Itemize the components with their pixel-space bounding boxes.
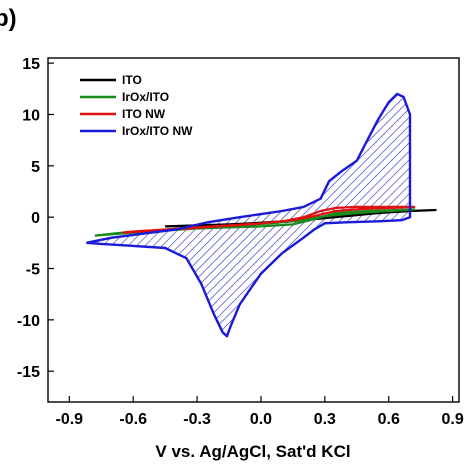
- series-line-irox-ito-nw: [86, 92, 412, 338]
- axis-ticks: -0.9 -0.6 -0.3 0.0 0.3 0.6 0.9 15 10 5 0 -5 -10 -15: [17, 56, 464, 428]
- plot-frame: [47, 57, 460, 403]
- x-tick-label: -0.6: [119, 411, 147, 428]
- y-tick-label: -15: [17, 364, 40, 381]
- x-tick-label: -0.3: [183, 411, 211, 428]
- y-tick-label: 0: [31, 210, 40, 227]
- y-tick-label: -5: [26, 262, 40, 279]
- y-tick-label: 5: [31, 159, 40, 176]
- legend-label-ito: ITO: [122, 73, 142, 87]
- y-tick-label: 15: [22, 56, 40, 73]
- y-tick-label: -10: [17, 313, 40, 330]
- y-tick-label: 10: [22, 107, 40, 124]
- panel-label: b): [0, 5, 17, 32]
- x-tick-label: 0.0: [250, 411, 272, 428]
- legend-label-ito-nw: ITO NW: [122, 107, 166, 121]
- legend-label-irox-ito: IrOx/ITO: [122, 90, 169, 104]
- x-tick-label: 0.6: [378, 411, 400, 428]
- x-tick-label: -0.9: [56, 411, 84, 428]
- series-line-ito-nw: [122, 205, 416, 234]
- x-tick-label: 0.9: [441, 411, 463, 428]
- plot-area: [86, 92, 437, 338]
- x-tick-label: 0.3: [314, 411, 336, 428]
- legend-label-irox-ito-nw: IrOx/ITO NW: [122, 124, 193, 138]
- legend: ITO IrOx/ITO ITO NW IrOx/ITO NW: [80, 73, 193, 138]
- x-axis-label: V vs. Ag/AgCl, Sat'd KCl: [155, 442, 350, 461]
